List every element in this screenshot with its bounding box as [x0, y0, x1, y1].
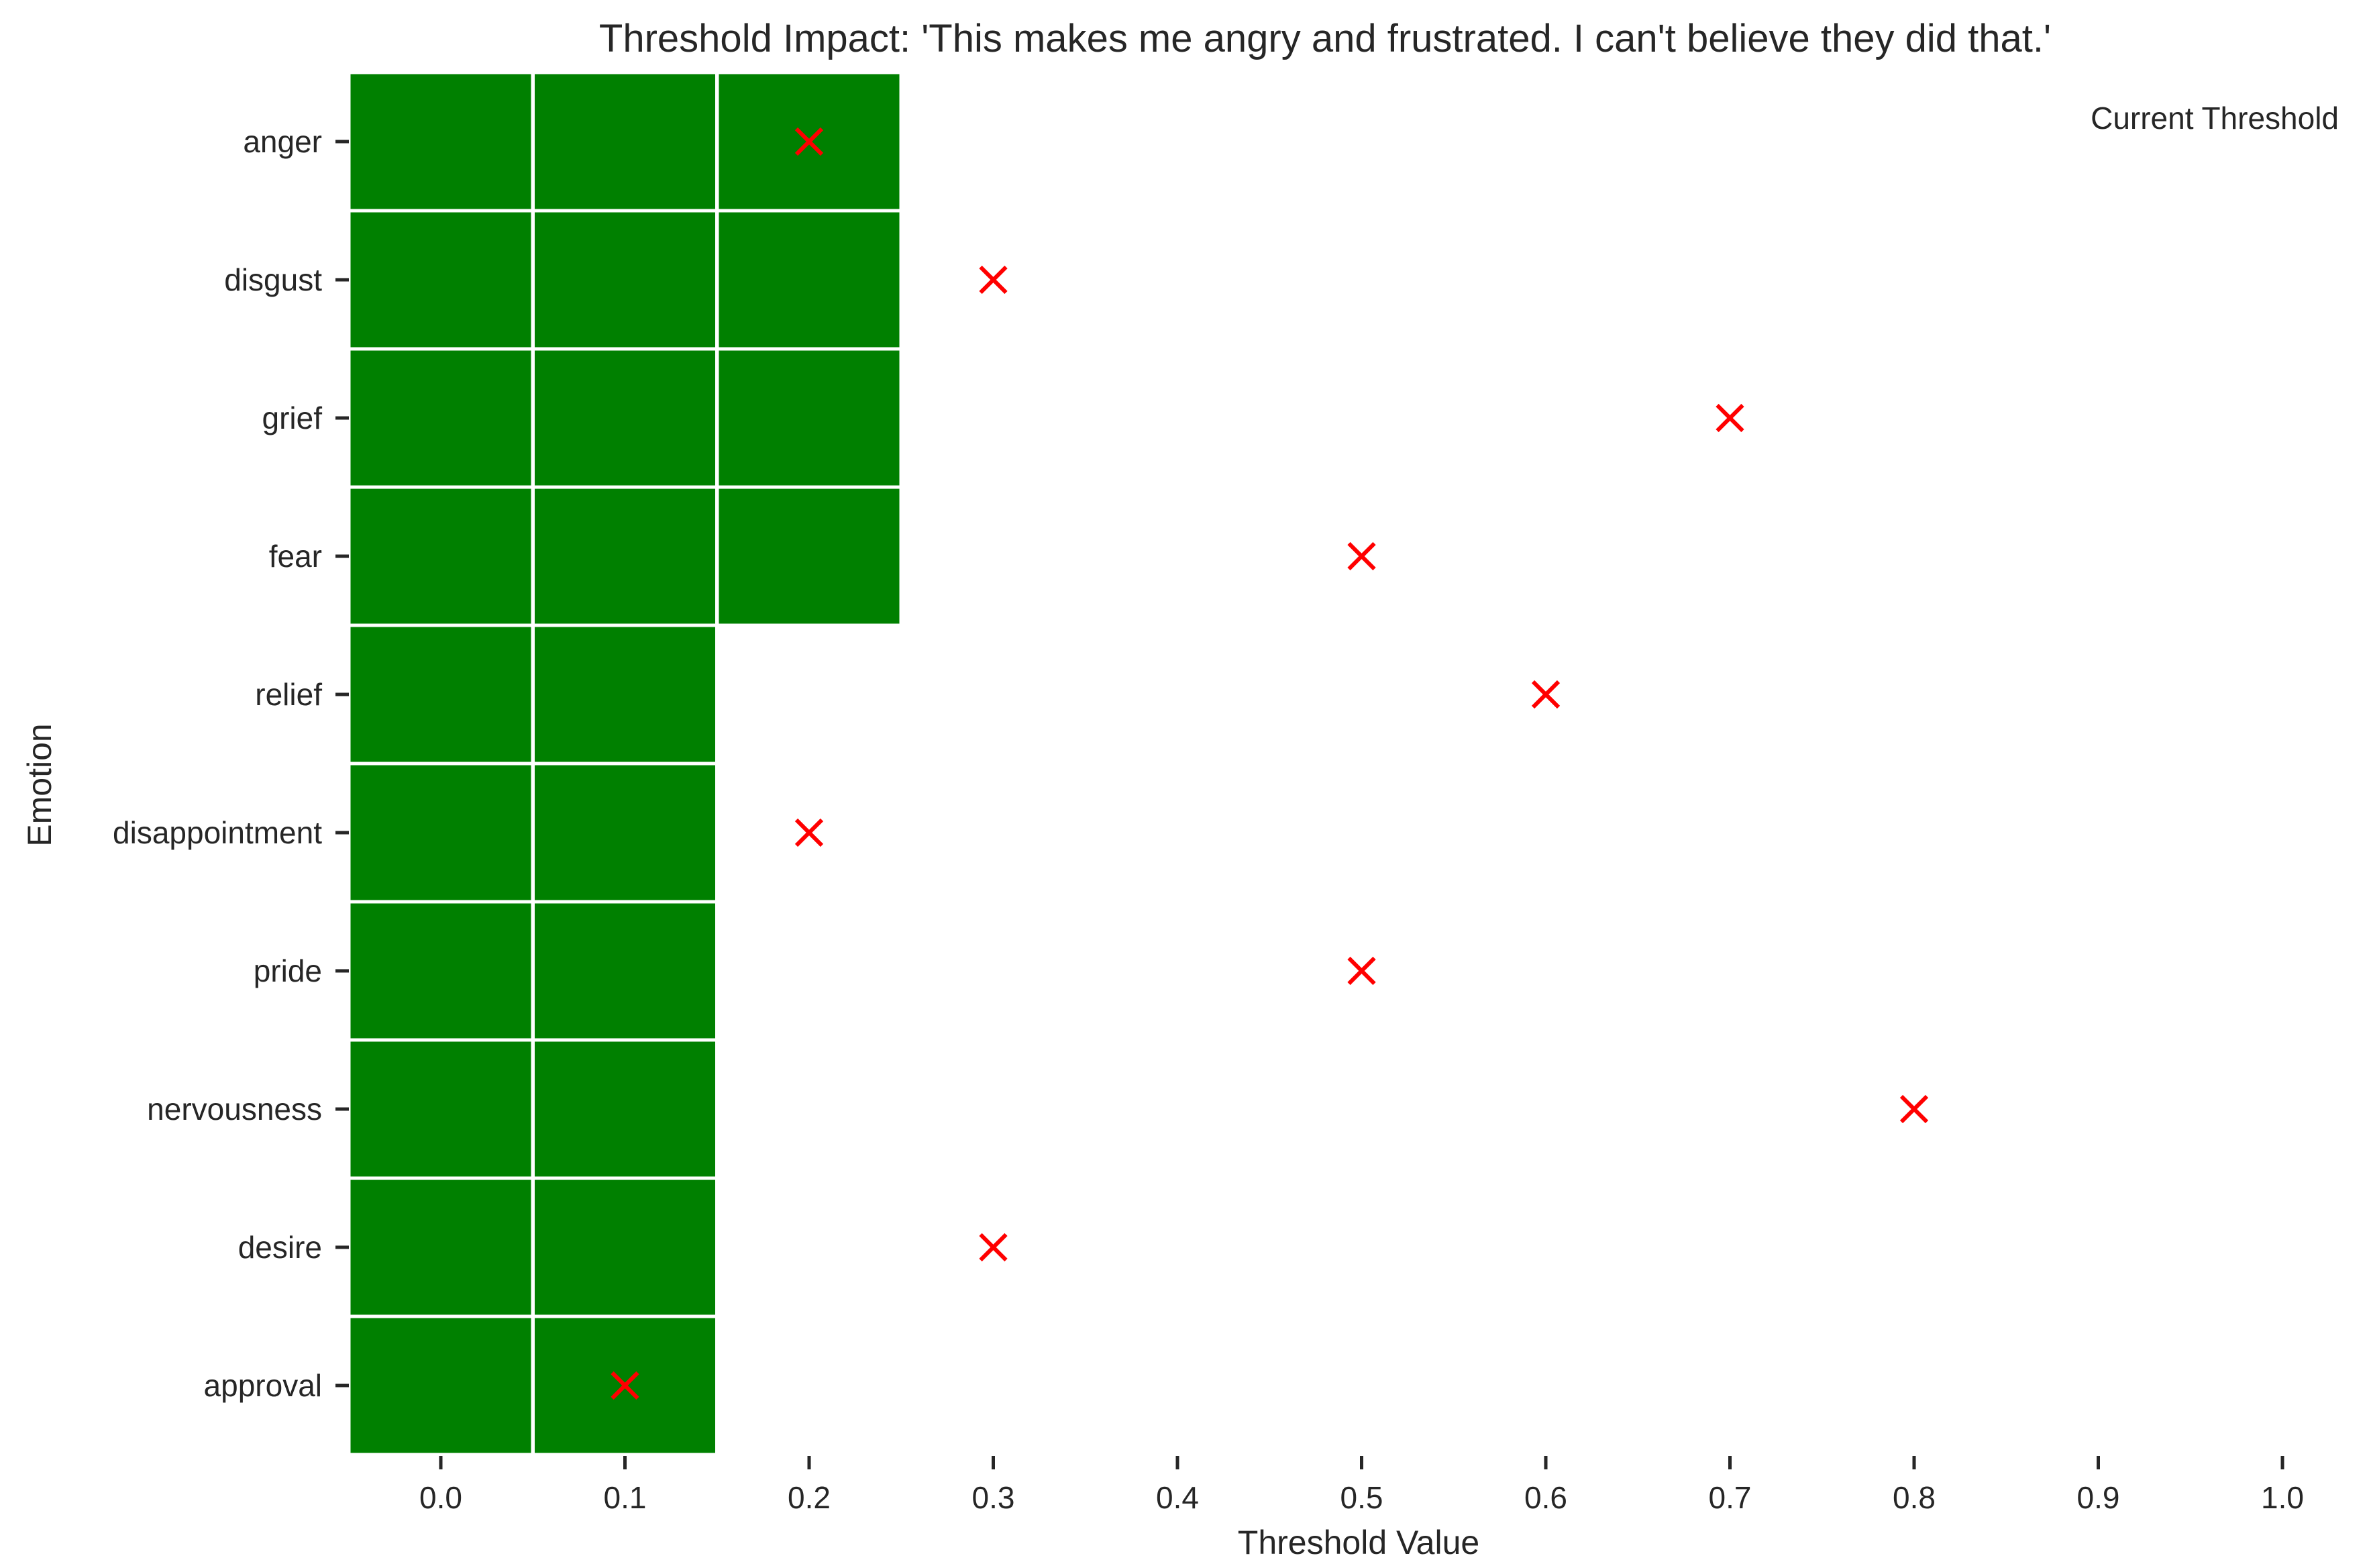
heatmap-cell-nervousness-0-1	[531, 1038, 719, 1180]
heatmap-cell-desire-0	[347, 1176, 535, 1318]
heatmap-cell-disgust-0-2	[715, 209, 903, 351]
heatmap-cell-nervousness-0	[347, 1038, 535, 1180]
heatmap-cell-anger-0-1	[531, 70, 719, 213]
x-tick-label-0-8: 0.8	[1893, 1480, 1936, 1515]
y-tick-label-nervousness: nervousness	[147, 1092, 322, 1127]
y-tick-label-disgust: disgust	[224, 262, 322, 297]
y-tick-label-pride: pride	[254, 953, 322, 988]
heatmap-cell-relief-0	[347, 623, 535, 766]
heatmap-cell-disappointment-0	[347, 762, 535, 904]
threshold-marker-disappointment	[794, 818, 824, 847]
heatmap-cell-grief-0	[347, 347, 535, 489]
threshold-marker-nervousness	[1899, 1094, 1929, 1124]
threshold-marker-grief	[1716, 403, 1744, 433]
x-tick-label-0-7: 0.7	[1709, 1480, 1752, 1515]
y-tick-label-anger: anger	[243, 124, 322, 159]
heatmap-cell-disgust-0	[347, 209, 535, 351]
y-tick-label-approval: approval	[204, 1368, 322, 1403]
y-axis-label: Emotion	[21, 723, 58, 846]
heatmap-cell-grief-0-2	[715, 347, 903, 489]
chart-title: Threshold Impact: 'This makes me angry a…	[599, 17, 2051, 60]
y-tick-label-grief: grief	[262, 401, 323, 435]
heatmap-cell-relief-0-1	[531, 623, 719, 766]
threshold-marker-fear	[1347, 541, 1376, 571]
heatmap-cells	[347, 70, 903, 1457]
heatmap-cell-pride-0	[347, 900, 535, 1042]
x-tick-label-0-0: 0.0	[419, 1480, 462, 1515]
heatmap-cell-disappointment-0-1	[531, 762, 719, 904]
y-tick-label-relief: relief	[255, 677, 322, 712]
x-tick-label-0-6: 0.6	[1524, 1480, 1567, 1515]
heatmap-cell-disgust-0-1	[531, 209, 719, 351]
x-tick-label-0-1: 0.1	[604, 1480, 647, 1515]
x-axis-label: Threshold Value	[1238, 1524, 1479, 1561]
threshold-marker-desire	[979, 1233, 1008, 1262]
legend-current-threshold: Current Threshold	[2091, 101, 2339, 136]
x-tick-label-0-5: 0.5	[1340, 1480, 1383, 1515]
x-tick-label-0-2: 0.2	[788, 1480, 831, 1515]
y-tick-label-desire: desire	[238, 1230, 322, 1265]
threshold-marker-anger	[794, 127, 824, 156]
heatmap-cell-anger-0	[347, 70, 535, 213]
x-tick-label-0-3: 0.3	[972, 1480, 1015, 1515]
heatmap-cell-fear-0-2	[715, 485, 903, 627]
x-tick-label-0-4: 0.4	[1156, 1480, 1199, 1515]
heatmap-cell-fear-0	[347, 485, 535, 627]
heatmap-cell-approval-0	[347, 1314, 535, 1457]
threshold-marker-approval	[611, 1371, 639, 1400]
threshold-markers	[611, 127, 1929, 1400]
y-axis: anger disgust grief fear relief disappointmen…	[113, 124, 349, 1403]
threshold-marker-relief	[1531, 680, 1561, 709]
threshold-marker-pride	[1347, 956, 1376, 986]
heatmap-cell-grief-0-1	[531, 347, 719, 489]
threshold-marker-disgust	[979, 265, 1008, 295]
x-axis: 0.0 0.1 0.2 0.3 0.4 0.5 0.6 0.7 0.8 0.9 1.0	[419, 1456, 2304, 1515]
y-tick-label-fear: fear	[269, 539, 322, 574]
heatmap-cell-desire-0-1	[531, 1176, 719, 1318]
heatmap-cell-fear-0-1	[531, 485, 719, 627]
y-tick-label-disappointment: disappointment	[113, 815, 322, 850]
x-tick-label-0-9: 0.9	[2077, 1480, 2120, 1515]
x-tick-label-1-0: 1.0	[2261, 1480, 2304, 1515]
heatmap-cell-pride-0-1	[531, 900, 719, 1042]
